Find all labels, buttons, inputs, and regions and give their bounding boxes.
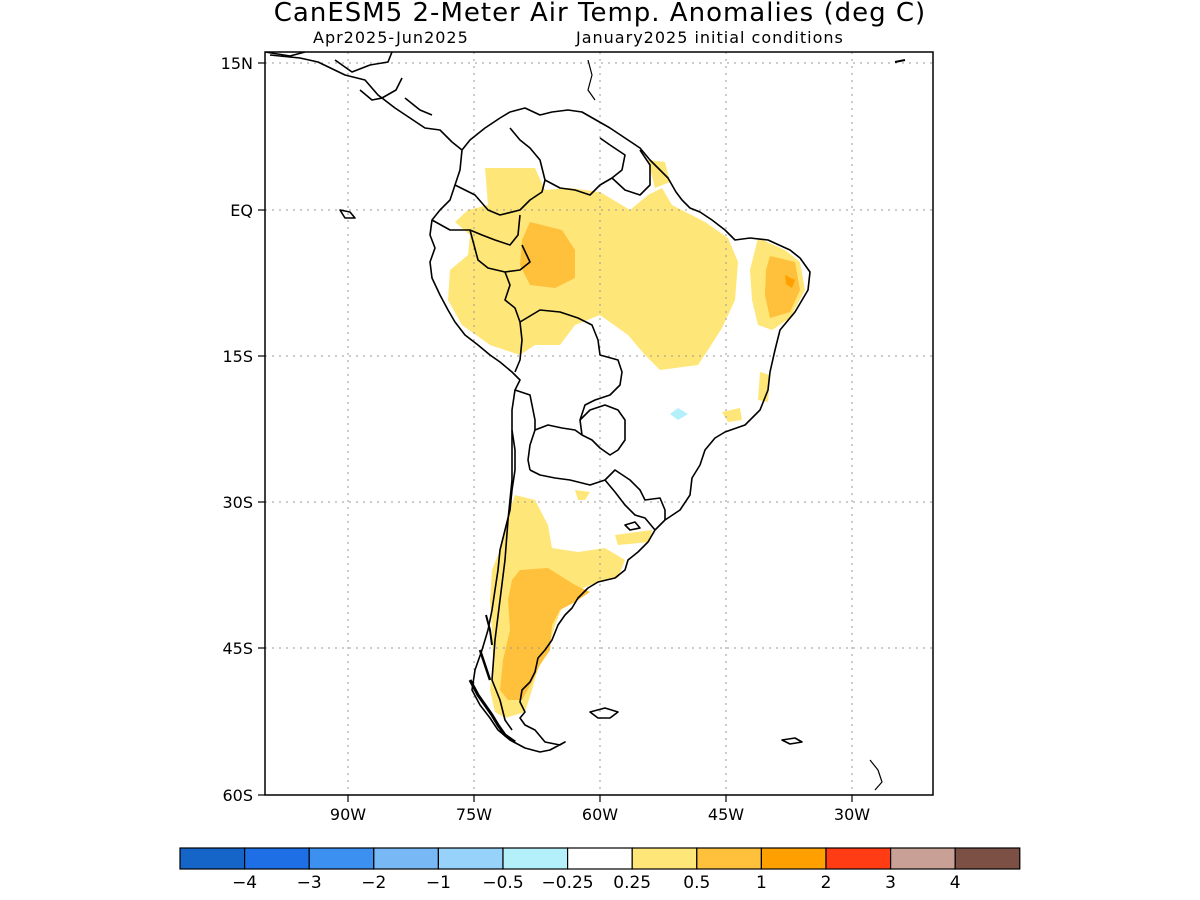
colorbar-swatch	[373, 847, 439, 870]
anomaly-fields	[448, 160, 805, 718]
lat-label: 30S	[222, 493, 253, 512]
forecast-period: Apr2025-Jun2025	[313, 28, 469, 47]
colorbar-swatch	[437, 847, 504, 870]
lat-label: 60S	[222, 786, 253, 805]
colorbar-label: −2	[361, 873, 386, 893]
lon-label: 75W	[456, 805, 492, 824]
lat-label: EQ	[230, 201, 253, 220]
colorbar-swatch	[566, 847, 633, 870]
coastlines	[265, 52, 906, 791]
lon-label: 45W	[708, 805, 744, 824]
anomaly-region-minas	[722, 408, 742, 422]
latitude-labels: 15N EQ 15S 30S 45S 60S	[221, 54, 253, 805]
colorbar-label: 0.5	[683, 873, 710, 893]
anomaly-region-western-amazon	[520, 222, 575, 288]
colorbar-label: −1	[426, 873, 451, 893]
anomaly-region-argentina-north	[575, 490, 590, 500]
colorbar-label: 0.25	[613, 873, 651, 893]
anomaly-region-amazon	[448, 168, 738, 370]
colorbar-label: 2	[821, 873, 832, 893]
colorbar-label: 3	[885, 873, 896, 893]
colorbar-label: −4	[232, 873, 257, 893]
colorbar-swatch	[179, 847, 246, 870]
colorbar-swatch	[954, 847, 1021, 870]
lat-label: 45S	[222, 639, 253, 658]
colorbar-swatch	[631, 847, 698, 870]
colorbar-label: 1	[756, 873, 767, 893]
colorbar-swatch	[244, 847, 310, 870]
anomaly-region-cold	[670, 408, 688, 420]
colorbar-swatch	[696, 847, 762, 870]
map-title: CanESM5 2-Meter Air Temp. Anomalies (deg…	[273, 0, 927, 28]
lat-label: 15S	[222, 347, 253, 366]
longitude-labels: 90W 75W 60W 45W 30W	[330, 805, 870, 824]
lat-label: 15N	[221, 54, 253, 73]
colorbar-swatch	[825, 847, 892, 870]
colorbar-label: −0.5	[482, 873, 523, 893]
colorbar-label: 4	[950, 873, 961, 893]
colorbar-label: −0.25	[542, 873, 594, 893]
lon-label: 30W	[834, 805, 870, 824]
colorbar-label: −3	[297, 873, 322, 893]
lon-label: 60W	[582, 805, 618, 824]
colorbar-swatch	[760, 847, 827, 870]
anomaly-region-northeast-coast	[765, 256, 800, 318]
graticule	[265, 52, 933, 795]
lon-label: 90W	[330, 805, 366, 824]
colorbar-swatch	[889, 847, 956, 870]
colorbar-swatch	[308, 847, 375, 870]
anomaly-region-max	[785, 275, 795, 288]
initial-conditions: January2025 initial conditions	[576, 28, 844, 47]
axis-ticks	[258, 62, 853, 802]
colorbar-swatch	[502, 847, 569, 870]
plot-frame	[264, 51, 934, 796]
anomaly-region-patagonia	[500, 568, 590, 700]
colorbar	[179, 847, 1021, 870]
colorbar-labels: −4 −3 −2 −1 −0.5 −0.25 0.25 0.5 1 2 3 4	[232, 873, 961, 893]
anomaly-region-uruguay	[615, 530, 652, 545]
anomaly-region-guiana	[648, 160, 670, 188]
